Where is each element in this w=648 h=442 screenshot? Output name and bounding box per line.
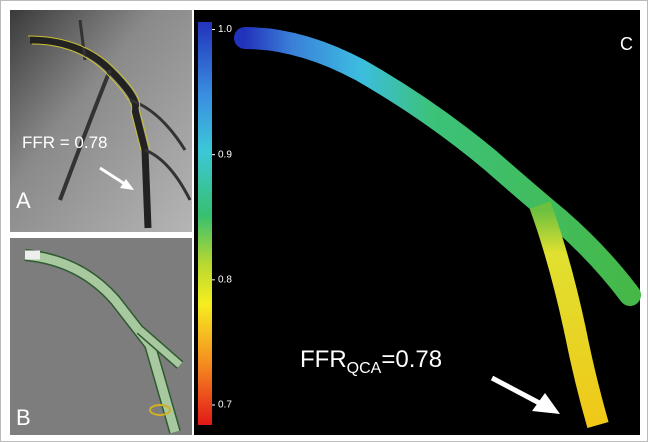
panel-c: FFRQCA=0.78 C 1.0 0.9 0.8 0.7 xyxy=(194,10,640,435)
panel-label: B xyxy=(16,405,31,430)
panel-label: C xyxy=(620,34,633,54)
panel-b: B xyxy=(10,238,192,435)
panel-label: A xyxy=(16,188,31,213)
figure: FFR = 0.78 A B FFRQCA=0.78 C 1.0 0.9 0.8 0.… xyxy=(0,0,648,442)
annotation: FFR = 0.78 xyxy=(22,133,108,152)
tick-label: 0.9 xyxy=(218,149,232,160)
annotation-text: =0.78 xyxy=(381,346,442,373)
annotation-subscript: QCA xyxy=(347,360,382,377)
tick-label: 1.0 xyxy=(218,24,232,35)
annotation-text: FFR xyxy=(300,346,347,373)
colorbar xyxy=(198,22,212,425)
panel-a: FFR = 0.78 A xyxy=(10,10,192,232)
tick-label: 0.8 xyxy=(218,274,232,285)
tick-label: 0.7 xyxy=(218,400,232,411)
